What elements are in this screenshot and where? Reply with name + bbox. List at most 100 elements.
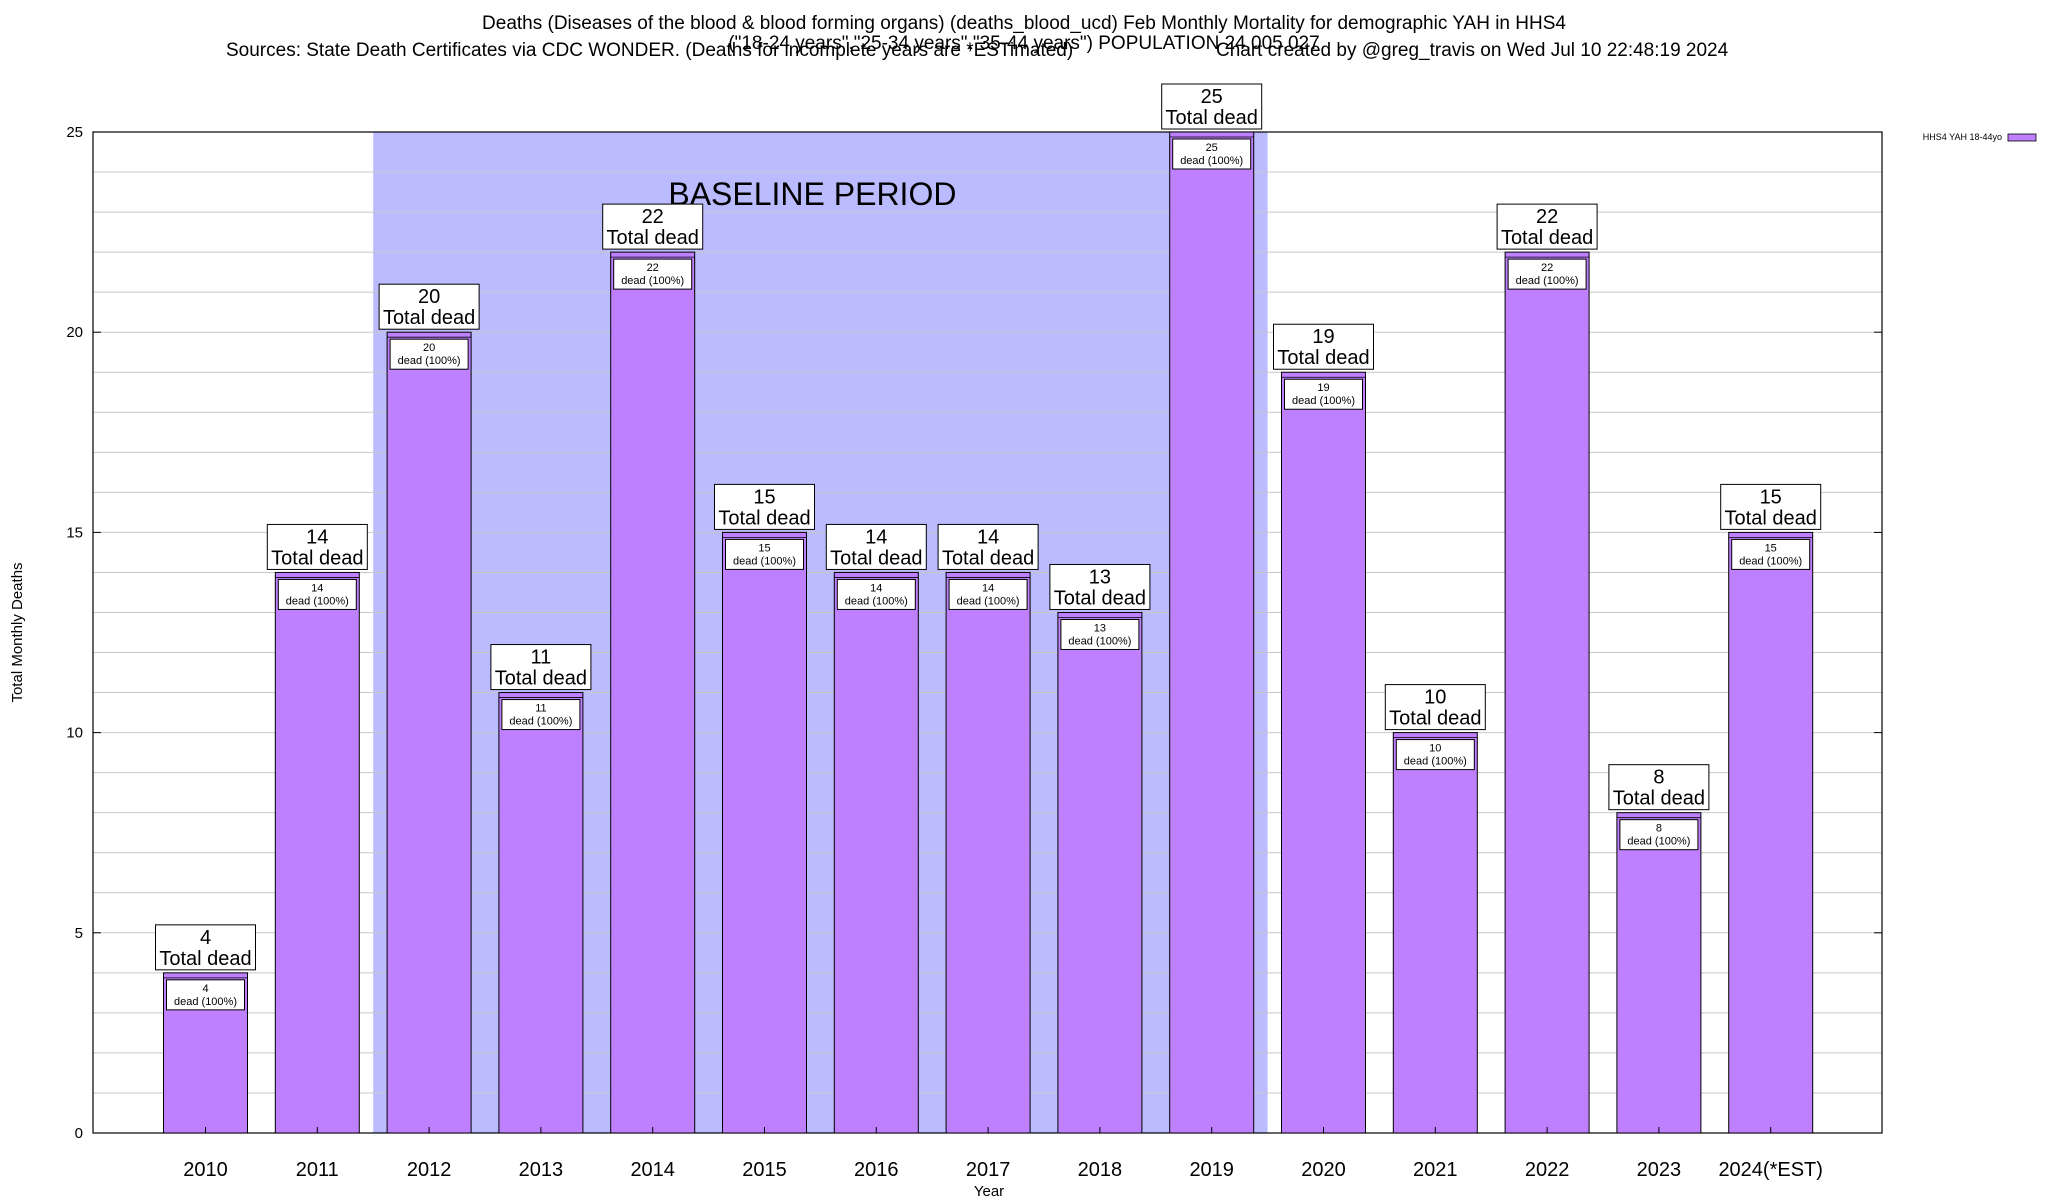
bar-2018 <box>1057 611 1143 1134</box>
inner-percent-label: dead (100%) <box>1627 836 1690 848</box>
bar-2014 <box>610 251 696 1134</box>
inner-value-label: 8 <box>1656 823 1662 835</box>
total-dead-label: Total dead <box>1389 708 1481 730</box>
x-tick-label: 2022 <box>1525 1159 1570 1181</box>
inner-percent-label: dead (100%) <box>509 716 572 728</box>
total-dead-label: Total dead <box>271 547 363 569</box>
title-line-1: Deaths (Diseases of the blood & blood fo… <box>482 13 1566 34</box>
total-label-box <box>378 283 480 330</box>
inner-label-box <box>1060 618 1140 650</box>
total-label-box <box>155 924 256 971</box>
total-dead-label: Total dead <box>1166 107 1258 129</box>
inner-label-box <box>166 979 245 1011</box>
inner-percent-label: dead (100%) <box>733 555 796 567</box>
total-label-box <box>602 203 704 250</box>
total-label-box <box>1161 83 1263 130</box>
inner-label-box <box>948 578 1028 610</box>
x-axis-label: Year <box>974 1183 1004 1200</box>
title-line-2: ("18-24 years","25-34 years","35-44 year… <box>728 33 1320 54</box>
inner-value-label: 4 <box>202 983 208 995</box>
inner-percent-label: dead (100%) <box>286 595 349 607</box>
bar-2016 <box>833 571 919 1134</box>
inner-value-label: 20 <box>423 342 435 354</box>
inner-label-box <box>501 699 581 731</box>
total-label-box <box>1496 203 1598 250</box>
y-tick-label: 0 <box>75 1125 83 1142</box>
total-label-box <box>1384 684 1486 731</box>
total-dead-label: Total dead <box>159 948 251 970</box>
total-dead-label: Total dead <box>607 227 699 249</box>
total-label-box <box>937 523 1039 570</box>
inner-percent-label: dead (100%) <box>1180 155 1243 167</box>
legend-label: HHS4 YAH 18-44yo <box>1923 132 2002 142</box>
inner-label-box <box>1619 819 1699 851</box>
x-tick-label: 2016 <box>854 1159 899 1181</box>
inner-percent-label: dead (100%) <box>1404 756 1467 768</box>
total-value-label: 15 <box>753 486 775 508</box>
total-label-box <box>1273 323 1374 370</box>
y-tick-label: 5 <box>75 925 83 942</box>
total-value-label: 8 <box>1653 767 1664 789</box>
total-label-box <box>1608 764 1710 811</box>
credit-note: Chart created by @greg_travis on Wed Jul… <box>1216 40 1729 61</box>
bar-2021 <box>1392 732 1478 1134</box>
x-tick-label: 2014 <box>630 1159 675 1181</box>
inner-label-box <box>277 578 357 610</box>
total-dead-label: Total dead <box>1054 587 1146 609</box>
bar-2022 <box>1504 251 1590 1134</box>
total-value-label: 22 <box>1536 206 1558 228</box>
inner-label-box <box>1395 739 1475 771</box>
bar-2017 <box>945 571 1031 1134</box>
x-tick-label: 2011 <box>296 1159 339 1181</box>
x-tick-label: 2020 <box>1301 1159 1346 1181</box>
inner-value-label: 22 <box>647 262 659 274</box>
inner-percent-label: dead (100%) <box>845 595 908 607</box>
total-dead-label: Total dead <box>942 547 1034 569</box>
total-value-label: 25 <box>1201 86 1223 108</box>
inner-percent-label: dead (100%) <box>398 355 461 367</box>
inner-percent-label: dead (100%) <box>1516 275 1579 287</box>
inner-value-label: 19 <box>1317 382 1329 394</box>
inner-value-label: 14 <box>870 582 882 594</box>
inner-value-label: 15 <box>758 542 770 554</box>
bar-2011 <box>274 571 360 1134</box>
total-label-box <box>1049 563 1151 610</box>
inner-value-label: 14 <box>311 582 323 594</box>
total-dead-label: Total dead <box>830 547 922 569</box>
bar-2013 <box>498 692 584 1134</box>
inner-value-label: 11 <box>535 703 546 715</box>
x-tick-label: 2024(*EST) <box>1718 1159 1823 1181</box>
bar-2023 <box>1616 812 1702 1134</box>
total-value-label: 11 <box>531 647 552 669</box>
total-value-label: 20 <box>418 286 440 308</box>
inner-label-box <box>725 538 804 570</box>
total-dead-label: Total dead <box>1613 788 1705 810</box>
y-tick-label: 25 <box>66 124 83 141</box>
total-dead-label: Total dead <box>383 307 475 329</box>
x-tick-label: 2012 <box>407 1159 452 1181</box>
x-tick-label: 2018 <box>1078 1159 1123 1181</box>
inner-percent-label: dead (100%) <box>1739 555 1802 567</box>
y-tick-label: 20 <box>66 324 83 341</box>
chart-title: Deaths (Diseases of the blood & blood fo… <box>0 14 2048 54</box>
inner-label-box <box>1507 258 1587 290</box>
inner-percent-label: dead (100%) <box>1292 395 1355 407</box>
x-tick-label: 2019 <box>1189 1159 1234 1181</box>
legend-swatch <box>2007 133 2037 142</box>
total-dead-label: Total dead <box>1501 227 1593 249</box>
inner-value-label: 22 <box>1541 262 1553 274</box>
inner-percent-label: dead (100%) <box>957 595 1020 607</box>
total-label-box <box>714 483 815 530</box>
total-dead-label: Total dead <box>495 668 587 690</box>
total-value-label: 10 <box>1424 687 1446 709</box>
total-label-box <box>1720 483 1822 530</box>
x-tick-label: 2021 <box>1413 1159 1458 1181</box>
total-label-box <box>490 644 592 691</box>
x-tick-label: 2017 <box>966 1159 1011 1181</box>
sources-note: Sources: State Death Certificates via CD… <box>226 40 1074 61</box>
inner-label-box <box>389 338 469 370</box>
total-dead-label: Total dead <box>1277 347 1369 369</box>
total-value-label: 15 <box>1760 486 1782 508</box>
total-dead-label: Total dead <box>718 507 810 529</box>
total-value-label: 14 <box>977 526 999 548</box>
